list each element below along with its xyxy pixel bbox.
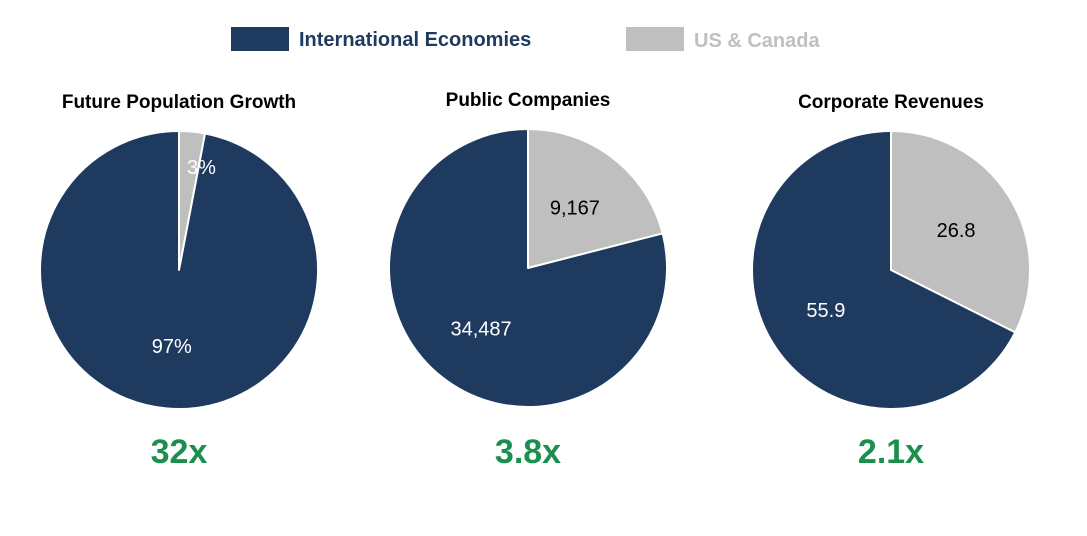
pie-slice-international-economies [751, 130, 1017, 410]
legend-swatch-international [231, 27, 289, 51]
legend-label-us-canada: US & Canada [694, 30, 820, 52]
slice-data-label: 55.9 [806, 300, 845, 322]
slice-data-label: 26.8 [937, 220, 976, 242]
slice-data-label: 9,167 [550, 198, 600, 220]
multiplier-value: 2.1x [858, 433, 924, 471]
pie-slice-us-and-canada [890, 130, 1031, 334]
pie-slice-international-economies [388, 128, 668, 408]
chart-title: Corporate Revenues [798, 92, 984, 113]
slice-data-label: 97% [152, 336, 192, 358]
chart-title: Public Companies [446, 90, 611, 111]
multiplier-value: 32x [151, 433, 208, 471]
multiplier-value: 3.8x [495, 433, 561, 471]
pie-chart-corporate-revenues: Corporate Revenues 2.1x 26.8 55.9 [751, 92, 1031, 471]
chart-title: Future Population Growth [62, 92, 296, 113]
pie-chart-future-population-growth: Future Population Growth 32x 3% 97% [39, 92, 319, 471]
slice-data-label: 3% [187, 157, 216, 179]
slice-data-label: 34,487 [451, 318, 512, 340]
pie-chart-public-companies: Public Companies 3.8x 9,167 34,487 [388, 90, 668, 471]
pie-slice-us-and-canada [527, 128, 664, 269]
legend-label-international: International Economies [299, 29, 531, 51]
pie-slice-international-economies [39, 130, 319, 410]
legend: International Economies US & Canada [231, 27, 820, 52]
legend-swatch-us-canada [626, 27, 684, 51]
